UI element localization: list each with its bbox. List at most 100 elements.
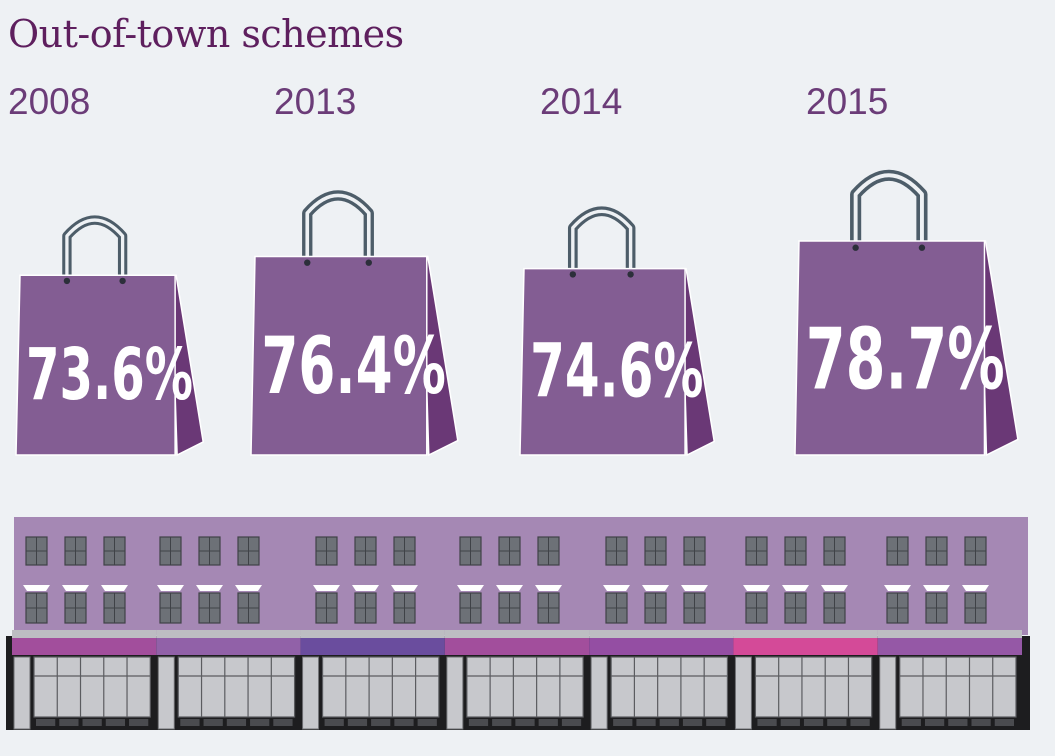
stall-riser xyxy=(994,719,1014,726)
bag-handle-highlight xyxy=(65,218,125,280)
stall-riser xyxy=(757,719,777,726)
awning-top xyxy=(877,630,1022,638)
shop-door xyxy=(879,656,897,730)
window-sill xyxy=(642,585,669,591)
stall-riser xyxy=(324,719,344,726)
stall-riser xyxy=(780,719,800,726)
facade-window-group xyxy=(884,536,989,624)
bag-rivet xyxy=(569,271,577,278)
facade-window-group xyxy=(743,536,848,624)
awning-top xyxy=(444,630,590,638)
bag-front xyxy=(15,274,176,456)
stall-riser xyxy=(129,719,149,726)
value-label: 76.4% xyxy=(261,320,446,412)
stall-riser xyxy=(515,719,535,726)
bag-front xyxy=(250,255,428,456)
shop-sign xyxy=(156,638,301,655)
stall-riser xyxy=(538,719,558,726)
year-label: 2013 xyxy=(274,81,356,122)
stall-riser xyxy=(394,719,414,726)
chart-title: Out-of-town schemes xyxy=(8,12,404,56)
stall-riser xyxy=(827,719,847,726)
stall-riser xyxy=(850,719,870,726)
window-sill xyxy=(23,585,50,591)
window-sill xyxy=(391,585,418,591)
bag-front xyxy=(794,240,986,456)
awning-top xyxy=(300,630,445,638)
window-sill xyxy=(603,585,630,591)
stall-riser xyxy=(417,719,437,726)
stall-riser xyxy=(347,719,368,726)
shopfront xyxy=(300,630,445,730)
stall-riser xyxy=(803,719,824,726)
bag-2015: 2015 78.7% xyxy=(794,81,1019,457)
year-label: 2014 xyxy=(540,81,622,122)
shop-window xyxy=(610,656,729,718)
window-sill xyxy=(962,585,989,591)
shop-sign xyxy=(733,638,878,655)
year-label: 2015 xyxy=(806,81,888,122)
shopfront xyxy=(589,630,734,730)
stall-riser xyxy=(561,719,582,726)
shop-sign xyxy=(589,638,734,655)
bag-rivet xyxy=(918,244,926,251)
shop-window xyxy=(177,656,296,718)
shopfront xyxy=(156,630,301,730)
stall-riser xyxy=(613,719,633,726)
bag-handle-highlight xyxy=(853,173,924,246)
shop-window xyxy=(899,656,1017,718)
stall-riser xyxy=(659,719,679,726)
stall-riser xyxy=(226,719,247,726)
shopfront xyxy=(444,630,590,730)
facade-window-group xyxy=(23,536,128,624)
awning-top xyxy=(589,630,734,638)
shop-window xyxy=(33,656,151,718)
window-sill xyxy=(62,585,89,591)
shop-door xyxy=(734,656,752,730)
stall-riser xyxy=(82,719,102,726)
bag-front xyxy=(519,267,686,456)
shop-door xyxy=(590,656,608,730)
shop-sign xyxy=(12,638,157,655)
awning-top xyxy=(156,630,301,638)
shopfront xyxy=(12,630,157,730)
stall-riser xyxy=(971,719,991,726)
bag-rivet xyxy=(119,277,126,285)
window-sill xyxy=(235,585,262,591)
shop-door xyxy=(446,656,464,730)
stall-riser xyxy=(901,719,921,726)
window-sill xyxy=(743,585,770,591)
shop-street-illustration xyxy=(6,517,1030,730)
bag-2014: 2014 74.6% xyxy=(519,81,716,457)
shop-window xyxy=(754,656,873,718)
shop-door xyxy=(157,656,175,730)
stall-riser xyxy=(706,719,726,726)
shop-sign xyxy=(300,638,445,655)
facade-window-group xyxy=(603,536,708,624)
stall-riser xyxy=(180,719,200,726)
window-sill xyxy=(884,585,911,591)
window-sill xyxy=(681,585,708,591)
stall-riser xyxy=(924,719,945,726)
year-label: 2008 xyxy=(8,81,90,122)
window-sill xyxy=(157,585,184,591)
window-sill xyxy=(821,585,848,591)
bag-rivet xyxy=(852,244,859,251)
stall-riser xyxy=(59,719,79,726)
bag-2008: 2008 73.6% xyxy=(8,81,205,457)
window-sill xyxy=(457,585,484,591)
window-sill xyxy=(535,585,562,591)
shop-window xyxy=(321,656,440,718)
shop-door xyxy=(13,656,31,730)
window-sill xyxy=(496,585,523,591)
bag-rivet xyxy=(63,277,71,285)
stall-riser xyxy=(203,719,223,726)
stall-riser xyxy=(682,719,703,726)
facade-window-group xyxy=(457,536,562,624)
shopfront xyxy=(877,630,1022,730)
stall-riser xyxy=(492,719,512,726)
value-label: 78.7% xyxy=(806,310,1005,409)
bag-group: 2008 73.6% 2013 76.4% 2014 74.6% 2015 78.7% xyxy=(8,81,1019,457)
facade-window-group xyxy=(157,536,262,624)
